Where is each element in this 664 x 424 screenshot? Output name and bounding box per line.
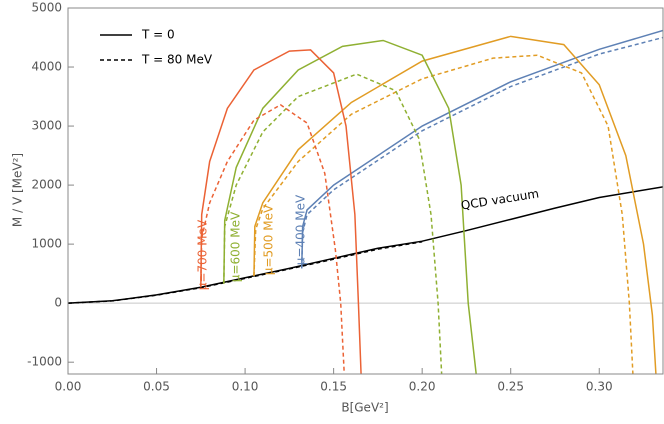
y-tick-label: 4000 [31,60,62,74]
annotation: μ=600 MeV [229,211,243,282]
series-line [223,73,443,374]
plot-frame [67,7,664,375]
y-axis-label: M / V [MeV²] [11,153,25,227]
annotation: μ=700 MeV [196,219,210,290]
series-line [301,29,663,269]
x-tick-label: 0.15 [320,380,347,394]
x-tick-label: 0.25 [497,380,524,394]
x-tick-label: 0.10 [232,380,259,394]
series-line [253,54,634,374]
y-tick-label: 0 [54,296,62,310]
legend-label: T = 80 MeV [141,53,213,67]
plot-area [68,29,663,374]
annotation: QCD vacuum [460,186,540,212]
y-tick-label: 1000 [31,237,62,251]
series-line [200,49,362,374]
annotation: μ=400 MeV [294,194,308,265]
legend-label: T = 0 [141,28,175,42]
series-line [223,39,477,374]
series-line [301,36,663,269]
series-line [68,241,423,304]
x-tick-label: 0.30 [586,380,613,394]
y-tick-label: 2000 [31,178,62,192]
x-tick-label: 0.00 [55,380,82,394]
series-line [200,103,345,374]
annotation: μ=500 MeV [262,204,276,275]
y-tick-label: -1000 [27,355,62,369]
x-tick-label: 0.20 [409,380,436,394]
y-tick-label: 5000 [31,1,62,15]
y-tick-label: 3000 [31,119,62,133]
series-line [253,35,657,374]
x-axis-label: B[GeV²] [341,401,388,415]
series-line [68,186,663,304]
x-tick-label: 0.05 [143,380,170,394]
